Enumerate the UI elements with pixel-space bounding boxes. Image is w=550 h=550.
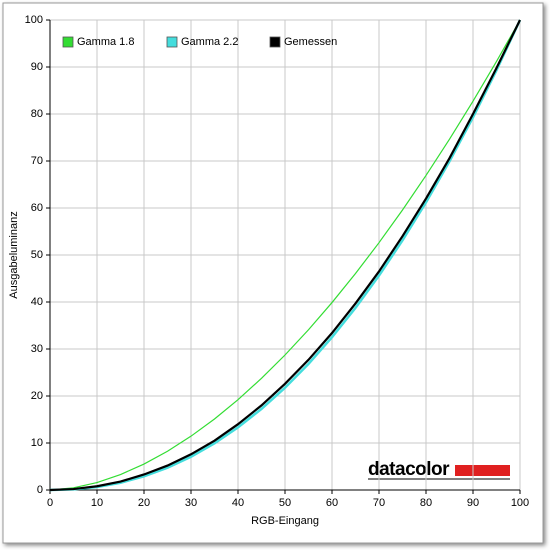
watermark: datacolor	[368, 459, 450, 480]
y-tick-label: 60	[31, 202, 43, 214]
x-tick-label: 20	[138, 497, 150, 509]
y-tick-label: 100	[25, 14, 43, 26]
x-tick-label: 0	[47, 497, 53, 509]
y-tick-label: 20	[31, 390, 43, 402]
y-tick-label: 0	[37, 484, 43, 496]
series-line	[49, 19, 522, 492]
x-tick-label: 30	[185, 497, 197, 509]
watermark-bar	[455, 465, 510, 476]
x-tick-label: 80	[420, 497, 432, 509]
y-tick-label: 80	[31, 108, 43, 120]
y-axis-label: Ausgabeluminanz	[8, 211, 20, 298]
x-tick-label: 40	[232, 497, 244, 509]
legend-swatch	[166, 36, 178, 48]
x-tick-label: 70	[373, 497, 385, 509]
y-tick-label: 90	[31, 61, 43, 73]
y-tick-label: 40	[31, 296, 43, 308]
y-tick-label: 70	[31, 155, 43, 167]
x-axis-label: RGB-Eingang	[251, 515, 319, 527]
x-tick-label: 10	[91, 497, 103, 509]
series-line	[49, 19, 521, 492]
legend-label: Gamma 2.2	[181, 36, 238, 48]
legend-label: Gamma 1.8	[77, 36, 134, 48]
y-tick-label: 30	[31, 343, 43, 355]
legend-swatch	[269, 36, 281, 48]
x-tick-label: 60	[326, 497, 338, 509]
y-tick-label: 10	[31, 437, 43, 449]
x-tick-label: 50	[279, 497, 291, 509]
series-line	[49, 19, 521, 491]
y-tick-label: 50	[31, 249, 43, 261]
legend-label: Gemessen	[284, 36, 337, 48]
legend-swatch	[62, 36, 74, 48]
x-tick-label: 100	[511, 497, 529, 509]
x-tick-label: 90	[467, 497, 479, 509]
